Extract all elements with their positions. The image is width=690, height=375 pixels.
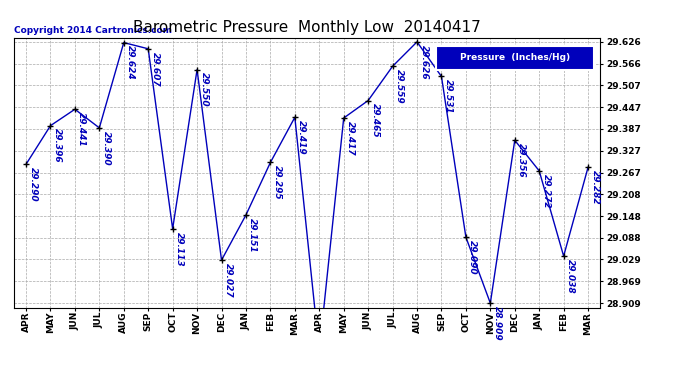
Text: 29.441: 29.441 xyxy=(77,112,86,147)
Text: 29.113: 29.113 xyxy=(175,232,184,266)
Text: 29.090: 29.090 xyxy=(469,240,477,274)
Text: 29.419: 29.419 xyxy=(297,120,306,155)
Text: 29.396: 29.396 xyxy=(53,129,62,163)
Text: 29.531: 29.531 xyxy=(444,79,453,114)
Text: 29.290: 29.290 xyxy=(28,167,37,202)
Text: 29.151: 29.151 xyxy=(248,218,257,252)
Text: 29.550: 29.550 xyxy=(199,72,208,107)
FancyBboxPatch shape xyxy=(436,46,594,70)
Text: 29.607: 29.607 xyxy=(150,52,159,86)
Text: 29.038: 29.038 xyxy=(566,259,575,294)
Text: Pressure  (Inches/Hg): Pressure (Inches/Hg) xyxy=(460,53,571,62)
Text: 29.417: 29.417 xyxy=(346,121,355,155)
Text: 28.777: 28.777 xyxy=(0,374,1,375)
Text: Copyright 2014 Cartronics.com: Copyright 2014 Cartronics.com xyxy=(14,26,172,35)
Text: 29.626: 29.626 xyxy=(420,45,428,79)
Text: 28.909: 28.909 xyxy=(493,306,502,340)
Text: 29.295: 29.295 xyxy=(273,165,282,200)
Text: 29.282: 29.282 xyxy=(591,170,600,205)
Text: 29.465: 29.465 xyxy=(371,104,380,138)
Text: 29.356: 29.356 xyxy=(518,143,526,178)
Text: 29.272: 29.272 xyxy=(542,174,551,208)
Title: Barometric Pressure  Monthly Low  20140417: Barometric Pressure Monthly Low 20140417 xyxy=(133,20,481,35)
Text: 29.559: 29.559 xyxy=(395,69,404,104)
Text: 29.390: 29.390 xyxy=(102,130,111,165)
Text: 29.624: 29.624 xyxy=(126,45,135,80)
Text: 29.027: 29.027 xyxy=(224,263,233,297)
